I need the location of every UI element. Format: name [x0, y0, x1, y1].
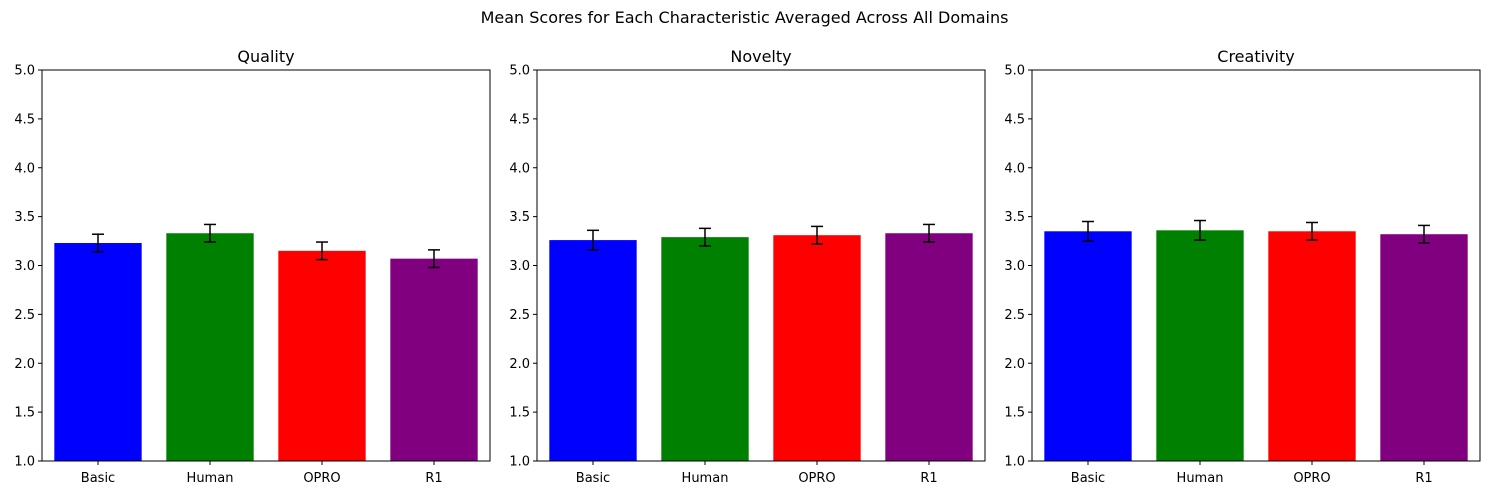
- plot-frame: [41, 69, 491, 462]
- y-tick-label: 4.0: [14, 161, 35, 176]
- y-tick-label: 3.5: [509, 210, 530, 225]
- y-tick-label: 3.0: [1004, 259, 1025, 274]
- bar-r1: [390, 258, 478, 461]
- y-tick-label: 3.0: [509, 259, 530, 274]
- bar-opro: [773, 235, 861, 461]
- y-tick-label: 2.5: [14, 308, 35, 323]
- bar-human: [661, 237, 749, 461]
- y-tick-label: 4.5: [509, 112, 530, 127]
- y-tick-label: 1.5: [1004, 406, 1025, 421]
- y-tick-label: 4.5: [1004, 112, 1025, 127]
- y-tick-label: 3.5: [1004, 210, 1025, 225]
- bar-r1: [1380, 234, 1468, 461]
- y-tick-label: 5.0: [1004, 64, 1025, 79]
- bar-opro: [278, 250, 366, 461]
- x-tick-label: Basic: [576, 471, 610, 486]
- panel-title: Quality: [237, 47, 294, 66]
- panel-title: Creativity: [1217, 47, 1294, 66]
- x-tick-label: Human: [187, 471, 234, 486]
- panel-title: Novelty: [730, 47, 791, 66]
- y-tick-label: 1.5: [509, 406, 530, 421]
- y-tick-label: 2.5: [509, 308, 530, 323]
- bar-basic: [1044, 231, 1132, 461]
- panel-creativity: Creativity Basic Human OPRO R1 1.0 1.5 2.0 2.5 3.…: [1004, 47, 1481, 486]
- bar-opro: [1268, 231, 1356, 461]
- y-tick-label: 1.5: [14, 406, 35, 421]
- y-tick-label: 2.5: [1004, 308, 1025, 323]
- x-tick-label: OPRO: [1293, 471, 1330, 486]
- y-tick-label: 4.0: [509, 161, 530, 176]
- plot-frame: [536, 69, 986, 462]
- bar-human: [166, 233, 254, 461]
- figure-title: Mean Scores for Each Characteristic Aver…: [481, 8, 1009, 27]
- y-tick-label: 2.0: [509, 357, 530, 372]
- x-tick-label: R1: [920, 471, 937, 486]
- bar-basic: [54, 243, 142, 461]
- panel-quality: Quality Basic Human OPRO R1 1.0 1.5 2.0 2.5 3.0 3.…: [14, 47, 491, 486]
- x-tick-label: OPRO: [798, 471, 835, 486]
- bar-basic: [549, 240, 637, 461]
- y-tick-label: 4.5: [14, 112, 35, 127]
- x-tick-label: Basic: [81, 471, 115, 486]
- y-tick-label: 4.0: [1004, 161, 1025, 176]
- x-tick-label: OPRO: [303, 471, 340, 486]
- x-tick-label: R1: [1415, 471, 1432, 486]
- y-tick-label: 2.0: [1004, 357, 1025, 372]
- y-tick-label: 2.0: [14, 357, 35, 372]
- x-tick-label: Human: [1177, 471, 1224, 486]
- x-tick-label: R1: [425, 471, 442, 486]
- bar-r1: [885, 233, 973, 461]
- x-tick-label: Human: [682, 471, 729, 486]
- y-tick-label: 1.0: [1004, 455, 1025, 470]
- panel-novelty: Novelty Basic Human OPRO R1 1.0 1.5 2.0 2.5 3.0 3.…: [509, 47, 986, 486]
- bar-human: [1156, 230, 1244, 461]
- y-tick-label: 3.5: [14, 210, 35, 225]
- y-tick-label: 5.0: [509, 64, 530, 79]
- chart-panels: Quality Basic Human OPRO R1 1.0 1.5 2.0 2.5 3.0 3.…: [14, 47, 1481, 486]
- x-tick-label: Basic: [1071, 471, 1105, 486]
- y-tick-label: 1.0: [509, 455, 530, 470]
- y-tick-label: 5.0: [14, 64, 35, 79]
- plot-frame: [1031, 69, 1481, 462]
- y-tick-label: 1.0: [14, 455, 35, 470]
- y-tick-label: 3.0: [14, 259, 35, 274]
